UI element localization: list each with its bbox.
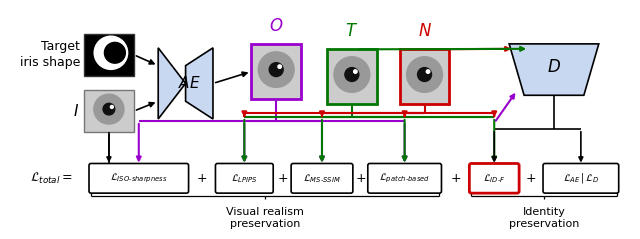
Text: Visual realism
preservation: Visual realism preservation xyxy=(227,207,304,228)
Text: $O$: $O$ xyxy=(269,17,284,35)
FancyBboxPatch shape xyxy=(543,163,619,193)
Text: $\mathcal{L}_{AE}\,|\,\mathcal{L}_{D}$: $\mathcal{L}_{AE}\,|\,\mathcal{L}_{D}$ xyxy=(563,171,599,185)
FancyBboxPatch shape xyxy=(252,44,301,99)
Circle shape xyxy=(269,63,283,76)
Text: $\mathcal{L}_{total}=$: $\mathcal{L}_{total}=$ xyxy=(29,171,72,186)
Circle shape xyxy=(426,70,430,73)
Circle shape xyxy=(110,105,113,109)
Text: $\mathcal{L}_{ID\text{-}F}$: $\mathcal{L}_{ID\text{-}F}$ xyxy=(483,172,506,185)
FancyBboxPatch shape xyxy=(368,163,442,193)
FancyBboxPatch shape xyxy=(469,163,519,193)
Text: $\mathcal{L}_{patch\text{-}based}$: $\mathcal{L}_{patch\text{-}based}$ xyxy=(379,172,430,185)
Circle shape xyxy=(334,57,370,92)
Circle shape xyxy=(278,65,282,68)
FancyBboxPatch shape xyxy=(216,163,273,193)
Circle shape xyxy=(103,103,115,115)
Text: $+$: $+$ xyxy=(525,172,537,185)
Circle shape xyxy=(259,52,294,87)
FancyBboxPatch shape xyxy=(84,90,134,132)
Text: $AE$: $AE$ xyxy=(178,76,201,92)
FancyBboxPatch shape xyxy=(89,163,189,193)
Text: $\mathcal{L}_{MS\text{-}SSIM}$: $\mathcal{L}_{MS\text{-}SSIM}$ xyxy=(303,172,341,185)
Circle shape xyxy=(354,70,357,73)
Text: Identity
preservation: Identity preservation xyxy=(509,207,579,228)
FancyBboxPatch shape xyxy=(291,163,353,193)
Text: $D$: $D$ xyxy=(547,58,561,76)
Text: $I$: $I$ xyxy=(73,103,79,119)
Text: Target: Target xyxy=(41,40,80,53)
Circle shape xyxy=(94,36,127,69)
Text: $N$: $N$ xyxy=(417,22,431,40)
Text: $\mathcal{L}_{ISO\text{-}sharpness}$: $\mathcal{L}_{ISO\text{-}sharpness}$ xyxy=(110,172,168,185)
Text: $T$: $T$ xyxy=(345,22,358,40)
FancyBboxPatch shape xyxy=(327,49,377,104)
Polygon shape xyxy=(509,44,599,95)
Polygon shape xyxy=(186,48,213,119)
Circle shape xyxy=(345,68,359,81)
Circle shape xyxy=(406,57,442,92)
Text: $+$: $+$ xyxy=(276,172,288,185)
FancyBboxPatch shape xyxy=(84,34,134,76)
Polygon shape xyxy=(158,48,186,119)
Text: iris shape: iris shape xyxy=(20,56,80,69)
Text: $+$: $+$ xyxy=(196,172,207,185)
Text: $+$: $+$ xyxy=(450,172,461,185)
Circle shape xyxy=(94,94,124,124)
Circle shape xyxy=(104,42,125,63)
Text: $+$: $+$ xyxy=(355,172,366,185)
FancyBboxPatch shape xyxy=(399,49,449,104)
Text: $\mathcal{L}_{LPIPS}$: $\mathcal{L}_{LPIPS}$ xyxy=(231,172,258,185)
Circle shape xyxy=(417,68,431,81)
